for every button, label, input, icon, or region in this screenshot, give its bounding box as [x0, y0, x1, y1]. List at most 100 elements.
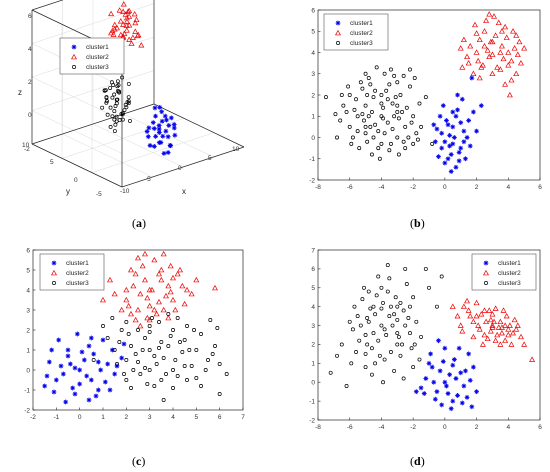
d-point-cluster3	[412, 342, 417, 347]
a-point-cluster3	[122, 108, 127, 112]
d-point-cluster2	[486, 307, 493, 313]
d-point-cluster2	[498, 324, 505, 330]
d-point-cluster3	[366, 319, 371, 324]
a-point-cluster2	[129, 34, 136, 40]
d-point-cluster1	[456, 345, 462, 351]
a-y-tick-label: 5	[50, 159, 54, 166]
d-legend-label-cluster2: cluster2	[498, 270, 521, 277]
c-point-cluster1	[67, 361, 73, 367]
b-point-cluster1	[450, 109, 456, 115]
a-point-cluster3	[100, 105, 105, 110]
c-point-cluster2	[123, 286, 130, 293]
b-x-tick-label: -8	[315, 184, 321, 191]
d-point-cluster3	[355, 314, 360, 319]
b-point-cluster1	[461, 139, 467, 145]
c-y-tick-label: 1	[26, 347, 30, 354]
c-point-cluster2	[179, 282, 186, 289]
a-point-cluster2	[117, 18, 124, 24]
a-point-cluster1	[153, 113, 158, 119]
d-x-tick-label: 4	[506, 424, 510, 431]
b-point-cluster1	[432, 139, 438, 145]
a-y-tick-label: 10	[22, 142, 30, 149]
d-point-cluster3	[387, 276, 392, 281]
d-point-cluster2	[494, 331, 501, 338]
a-point-cluster3	[110, 114, 115, 119]
d-point-cluster2	[489, 324, 496, 330]
a-point-cluster3	[103, 88, 108, 93]
b-point-cluster3	[368, 124, 373, 129]
panel-c-marks	[42, 250, 229, 405]
c-point-cluster1	[65, 347, 71, 353]
a-wall-grid-line	[31, 70, 155, 111]
d-point-cluster3	[357, 338, 362, 343]
c-point-cluster2	[181, 300, 188, 307]
d-point-cluster1	[429, 364, 435, 370]
a-legend-symbol-cluster2	[71, 53, 77, 60]
c-legend-label-cluster3: cluster3	[66, 280, 89, 287]
d-point-cluster3	[377, 353, 382, 358]
c-point-cluster1	[95, 359, 101, 365]
b-legend-symbol-cluster3	[336, 41, 340, 45]
d-point-cluster2	[502, 322, 509, 328]
c-point-cluster3	[124, 358, 129, 362]
b-x-tick-label: -4	[379, 184, 385, 191]
d-point-cluster2	[506, 322, 513, 328]
b-point-cluster3	[385, 97, 390, 102]
b-point-cluster3	[333, 112, 338, 117]
b-point-cluster2	[502, 23, 509, 30]
d-point-cluster2	[470, 333, 477, 340]
b-point-cluster3	[396, 152, 401, 157]
d-y-tick-label: 6	[311, 266, 315, 273]
d-point-cluster1	[413, 389, 419, 395]
d-point-cluster2	[498, 329, 505, 336]
b-point-cluster2	[503, 34, 510, 40]
b-x-tick-label: 4	[506, 184, 510, 191]
c-point-cluster3	[159, 340, 164, 344]
c-legend-symbol-cluster3	[52, 281, 56, 285]
b-point-cluster3	[354, 97, 359, 102]
b-point-cluster1	[431, 122, 437, 128]
panel-a-legend: cluster1 cluster2 cluster3	[59, 37, 125, 75]
c-y-tick-label: 3	[26, 307, 30, 314]
caption-b: (b)	[410, 216, 425, 230]
caption-b-letter: b	[414, 216, 421, 230]
d-x-tick-label: -8	[315, 424, 321, 431]
c-point-cluster3	[136, 360, 140, 364]
b-point-cluster2	[465, 60, 472, 66]
d-point-cluster3	[384, 333, 389, 337]
b-point-cluster1	[453, 113, 459, 119]
a-z-tick-label: 0	[28, 112, 32, 119]
b-legend-symbol-cluster1	[335, 20, 341, 26]
a-box-edge	[31, 103, 155, 145]
c-point-cluster1	[42, 383, 48, 389]
b-point-cluster3	[341, 103, 346, 108]
b-legend-label-cluster3: cluster3	[350, 40, 373, 47]
d-point-cluster1	[461, 383, 467, 389]
c-point-cluster3	[199, 384, 203, 388]
b-point-cluster3	[371, 95, 376, 100]
a-point-cluster1	[156, 130, 162, 135]
b-point-cluster3	[382, 71, 387, 76]
d-y-tick-label: 0	[311, 380, 315, 387]
b-point-cluster2	[478, 64, 485, 70]
b-point-cluster1	[447, 143, 453, 149]
c-point-cluster3	[187, 348, 192, 352]
a-point-cluster2	[120, 8, 127, 14]
c-point-cluster1	[77, 367, 83, 373]
b-point-cluster3	[415, 137, 420, 142]
b-point-cluster3	[395, 135, 400, 140]
c-point-cluster1	[102, 379, 108, 385]
c-point-cluster3	[136, 328, 140, 332]
c-point-cluster1	[88, 335, 94, 341]
caption-c-letter: c	[136, 454, 142, 468]
d-y-tick-label: 3	[311, 323, 315, 330]
b-point-cluster1	[448, 152, 454, 157]
d-point-cluster2	[500, 307, 507, 313]
b-point-cluster3	[339, 93, 344, 97]
b-point-cluster2	[459, 64, 466, 70]
b-point-cluster1	[451, 135, 457, 140]
d-point-cluster1	[453, 376, 459, 381]
b-point-cluster2	[497, 49, 504, 55]
d-point-cluster3	[387, 314, 392, 319]
c-point-cluster2	[177, 266, 183, 273]
